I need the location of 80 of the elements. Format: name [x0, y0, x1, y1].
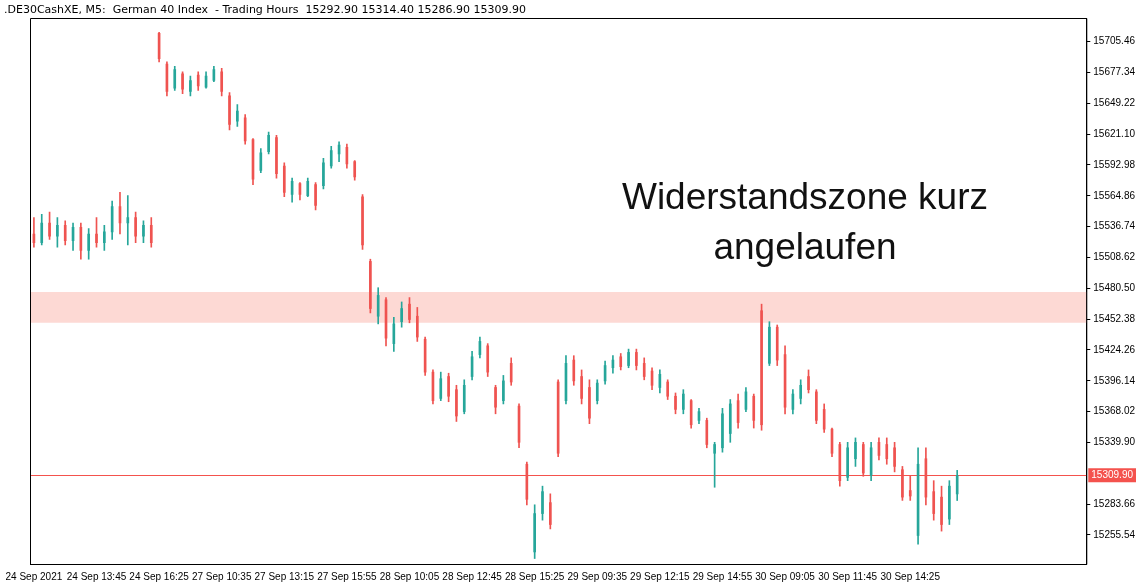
- candlestick: [361, 194, 364, 250]
- candlestick: [408, 297, 411, 324]
- candlestick: [768, 321, 771, 366]
- candlestick: [533, 504, 536, 559]
- candlestick: [322, 158, 325, 190]
- x-tick-label: 30 Sep 14:25: [880, 570, 941, 582]
- candlestick: [314, 182, 317, 211]
- candlestick: [940, 485, 943, 532]
- y-tick-label: 15396.14: [1093, 374, 1136, 386]
- y-tick-label: 15339.90: [1093, 436, 1136, 448]
- candlestick: [142, 220, 145, 244]
- candlestick: [181, 71, 184, 94]
- candlestick: [95, 217, 98, 248]
- x-tick-label: 28 Sep 10:05: [379, 570, 440, 582]
- candlestick: [400, 301, 403, 328]
- y-tick-label: 15283.66: [1093, 497, 1136, 509]
- candlestick: [189, 75, 192, 97]
- candlestick: [494, 384, 497, 415]
- y-tick-label: 15255.54: [1093, 528, 1136, 540]
- y-tick-label: 15536.74: [1093, 220, 1136, 232]
- y-tick-label: 15452.38: [1093, 312, 1136, 324]
- candlestick: [134, 211, 137, 244]
- candlestick: [815, 389, 818, 424]
- y-tick-label: 15705.46: [1093, 35, 1136, 47]
- x-tick-label: 28 Sep 15:25: [504, 570, 565, 582]
- candlestick: [854, 437, 857, 467]
- candlestick: [228, 92, 231, 131]
- candlestick: [48, 211, 51, 240]
- y-tick-label: 15424.26: [1093, 343, 1136, 355]
- x-tick-label: 30 Sep 09:05: [755, 570, 816, 582]
- candlestick: [627, 348, 630, 369]
- candlestick: [415, 307, 419, 342]
- x-tick-label: 27 Sep 15:55: [317, 570, 378, 582]
- y-tick-label: 15508.62: [1093, 251, 1136, 263]
- chart-title: .DE30CashXE, M5: German 40 Index - Trading Hours 15292.90 15314.40 15286.90 15309.90: [4, 3, 526, 16]
- candlestick: [56, 217, 59, 248]
- y-tick-label: 15480.50: [1093, 282, 1136, 294]
- x-tick-label: 27 Sep 10:35: [191, 570, 252, 582]
- candlestick: [87, 228, 91, 260]
- annotation: Widerstandszone kurz angelaufen: [620, 175, 989, 269]
- x-tick-label: 30 Sep 11:45: [818, 570, 878, 582]
- x-tick-label: 27 Sep 13:15: [254, 570, 315, 582]
- candlestick: [760, 303, 763, 431]
- x-tick-label: 29 Sep 09:35: [567, 570, 628, 582]
- x-tick-label: 29 Sep 12:15: [630, 570, 691, 582]
- candlestick: [126, 195, 130, 246]
- y-tick-label: 15621.10: [1093, 127, 1136, 139]
- candlestick: [682, 389, 685, 415]
- x-tick-label: 28 Sep 12:45: [442, 570, 503, 582]
- y-tick-label: 15592.98: [1093, 158, 1136, 170]
- candlestick: [635, 348, 638, 371]
- candlestick: [721, 407, 724, 453]
- candlestick: [674, 392, 677, 415]
- ref-line-label: 15309.90: [1091, 469, 1134, 481]
- y-tick-label: 15677.34: [1093, 66, 1136, 78]
- candlestick: [455, 384, 458, 422]
- candlestick: [713, 441, 716, 488]
- candlestick: [893, 441, 896, 473]
- y-tick-label: 15368.02: [1093, 405, 1136, 417]
- candlestick: [580, 369, 583, 405]
- x-tick-label: 24 Sep 13:45: [66, 570, 127, 582]
- x-tick-label: 29 Sep 14:55: [692, 570, 753, 582]
- candlestick: [447, 372, 450, 403]
- candlestick: [548, 493, 552, 530]
- candlestick: [236, 104, 239, 127]
- y-tick-label: 15649.22: [1093, 97, 1136, 109]
- candlestick: [541, 485, 544, 521]
- candlestick: [275, 134, 278, 179]
- x-tick-label: 24 Sep 2021: [5, 570, 63, 582]
- candlestick: [846, 441, 849, 482]
- candlestick: [267, 131, 270, 155]
- candlestick: [588, 379, 591, 424]
- candlestick: [502, 375, 505, 405]
- candlestick: [369, 258, 372, 314]
- candlestick: [103, 224, 106, 251]
- candlestick: [666, 379, 670, 400]
- y-tick-label: 15564.86: [1093, 189, 1136, 201]
- candlestick: [948, 480, 951, 525]
- candlestick: [807, 369, 810, 394]
- x-tick-label: 24 Sep 16:25: [129, 570, 190, 582]
